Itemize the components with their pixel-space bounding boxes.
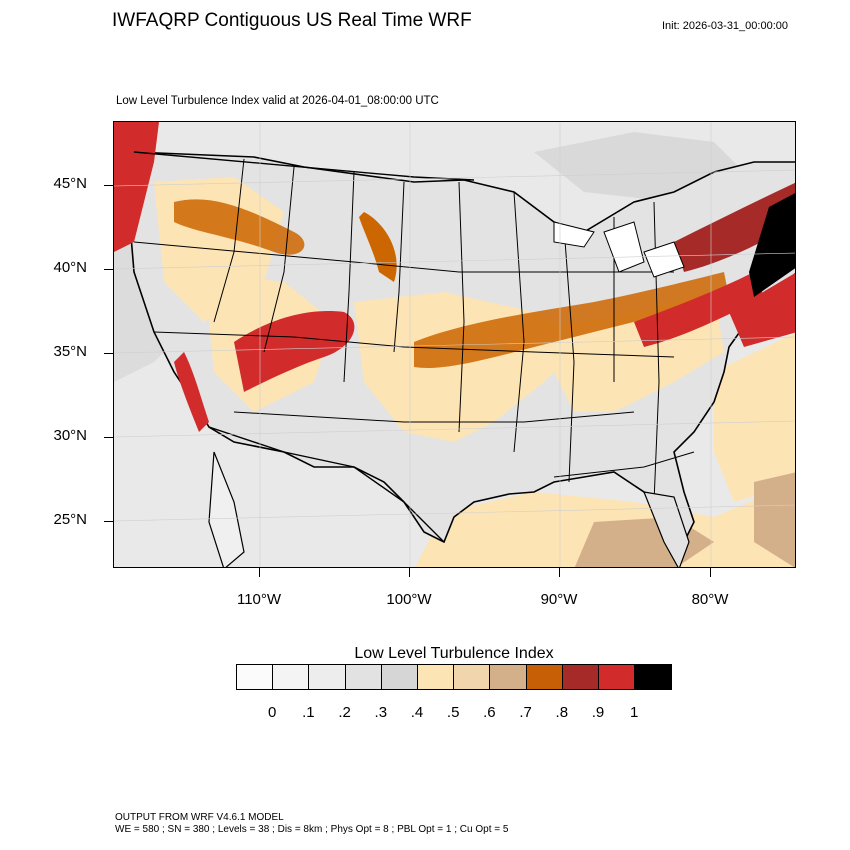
appalachian-very-high — [634, 272, 764, 347]
colorbar-tick-label: .6 — [483, 704, 496, 721]
lat-tick — [104, 185, 113, 186]
lat-tick — [104, 437, 113, 438]
lat-tick — [104, 521, 113, 522]
colorbar-box — [309, 665, 346, 689]
lat-label-30n: 30°N — [53, 427, 87, 444]
map-panel — [113, 121, 796, 568]
colorbar-tick-label: .2 — [338, 704, 351, 721]
colorbar-box — [598, 665, 636, 689]
lon-tick — [710, 568, 711, 577]
model-info-line2: WE = 580 ; SN = 380 ; Levels = 38 ; Dis … — [115, 824, 509, 835]
atlantic-elevated-field — [754, 472, 795, 567]
baja-california — [208, 451, 245, 567]
colorbar-box — [273, 665, 310, 689]
init-time-label: Init: 2026-03-31_00:00:00 — [662, 20, 788, 32]
wyoming-high-band — [359, 212, 397, 282]
valid-time-subtitle: Low Level Turbulence Index valid at 2026… — [116, 95, 439, 107]
lat-label-45n: 45°N — [53, 175, 87, 192]
lon-label-90w: 90°W — [540, 591, 578, 608]
colorbar-box — [562, 665, 599, 689]
colorbar-tick-label: .7 — [519, 704, 532, 721]
colorbar-tick-label: .1 — [302, 704, 315, 721]
turbulence-map — [114, 122, 795, 567]
lon-label-100w: 100°W — [386, 591, 432, 608]
colorbar-tick-label: .4 — [410, 704, 424, 721]
colorbar — [236, 664, 673, 690]
colorbar-tick-label: .3 — [374, 704, 388, 721]
colorbar-tick-label: 1 — [630, 704, 639, 721]
northeast-extreme-field — [749, 193, 795, 297]
pacific-very-high — [114, 122, 159, 252]
four-corners-very-high — [234, 311, 355, 392]
northeast-very-high — [674, 182, 795, 272]
lat-tick — [104, 269, 113, 270]
lon-label-110w: 110°W — [236, 591, 282, 608]
colorbar-title: Low Level Turbulence Index — [354, 645, 554, 662]
lon-tick — [409, 568, 410, 577]
lat-label-40n: 40°N — [53, 259, 87, 276]
graticule — [114, 122, 795, 567]
mexico-border — [208, 426, 445, 543]
lat-label-25n: 25°N — [53, 511, 87, 528]
lon-tick — [559, 568, 560, 577]
lat-label-35n: 35°N — [53, 343, 87, 360]
colorbar-box — [490, 665, 527, 689]
florida-peninsula — [643, 491, 690, 567]
northwest-high-band — [174, 199, 305, 255]
colorbar-box — [381, 665, 418, 689]
atlantic-very-high — [729, 273, 795, 347]
great-lakes — [553, 221, 685, 278]
colorbar-tick-label: .5 — [446, 704, 460, 721]
lon-label-80w: 80°W — [691, 591, 729, 608]
colorbar-tick-label: .8 — [555, 704, 569, 721]
colorbar-tick-label: 0 — [268, 704, 277, 721]
chart-title: IWFAQRP Contiguous US Real Time WRF — [112, 10, 472, 31]
canada-border — [133, 151, 475, 181]
state-boundaries — [133, 158, 695, 503]
colorbar-box — [417, 665, 455, 689]
colorbar-box — [237, 665, 274, 689]
lon-tick — [259, 568, 260, 577]
atlantic-moderate-field — [714, 332, 795, 502]
lat-tick — [104, 353, 113, 354]
colorbar-box — [526, 665, 563, 689]
colorbar-tick-label: .9 — [591, 704, 605, 721]
colorbar-box — [345, 665, 382, 689]
sierra-very-high — [174, 352, 209, 432]
colorbar-box — [635, 665, 672, 689]
colorbar-box — [454, 665, 491, 689]
model-info-line1: OUTPUT FROM WRF V4.6.1 MODEL — [115, 812, 284, 823]
